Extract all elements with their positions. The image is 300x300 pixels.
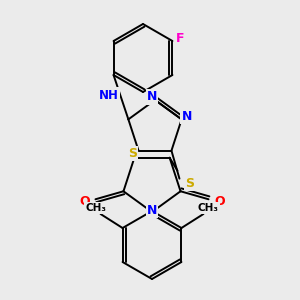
Text: N: N: [182, 110, 192, 123]
Text: O: O: [214, 195, 225, 208]
Text: F: F: [176, 32, 185, 44]
Text: CH₃: CH₃: [85, 203, 106, 213]
Text: O: O: [79, 195, 90, 208]
Text: CH₃: CH₃: [198, 203, 219, 213]
Text: S: S: [185, 177, 194, 190]
Text: NH: NH: [99, 89, 119, 102]
Text: N: N: [147, 203, 157, 217]
Text: S: S: [128, 147, 137, 160]
Text: N: N: [147, 91, 157, 103]
